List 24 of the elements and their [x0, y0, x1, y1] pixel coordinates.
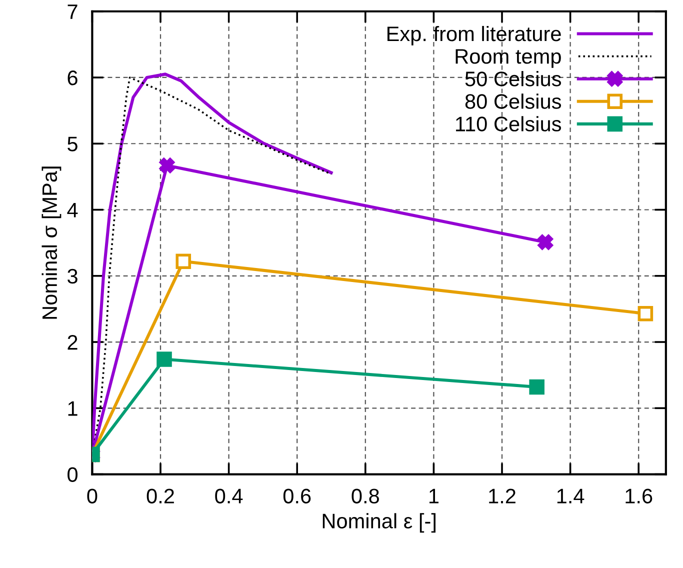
y-tick-label: 4 — [67, 202, 78, 218]
x-tick-label: 0.4 — [215, 488, 243, 504]
y-axis-title: Nominal σ [MPa] — [42, 166, 62, 319]
x-tick-label: 0.8 — [352, 488, 379, 504]
x-axis-title: Nominal ε [-] — [322, 513, 436, 533]
legend-label: Room temp — [456, 49, 561, 68]
y-tick-label: 7 — [68, 4, 78, 19]
x-tick-label: 0.6 — [283, 488, 311, 504]
x-tick-label: 1.2 — [489, 488, 516, 504]
x-tick-label: 0.2 — [146, 488, 174, 504]
x-tick-label: 1 — [430, 488, 438, 504]
x-tick-label: 1.6 — [626, 488, 652, 504]
y-tick-label: 6 — [68, 70, 78, 86]
y-tick-label: 5 — [68, 136, 78, 152]
legend-label: 110 Celsius — [456, 116, 562, 132]
legend-label: 50 Celsius — [465, 71, 562, 86]
x-tick-label: 1.4 — [557, 488, 584, 504]
legend-label: 80 Celsius — [465, 94, 562, 109]
y-tick-label: 3 — [68, 268, 78, 284]
y-tick-label: 2 — [68, 335, 78, 350]
y-tick-label: 0 — [68, 467, 78, 482]
legend-label: Exp. from literature — [387, 26, 561, 46]
y-tick-label: 1 — [68, 401, 78, 416]
x-tick-label: 0 — [87, 488, 98, 504]
